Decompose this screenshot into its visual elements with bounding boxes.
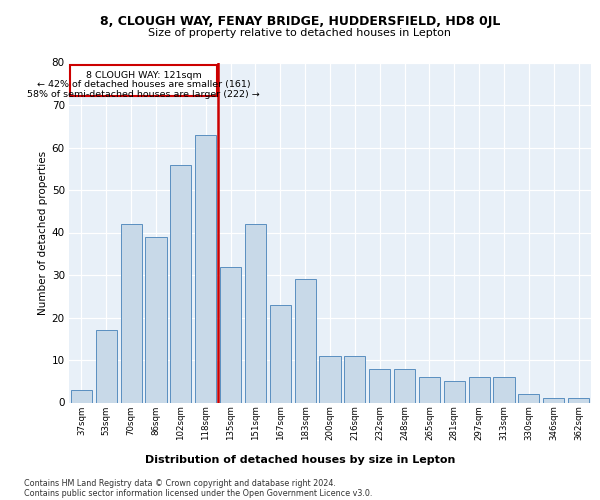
- Bar: [71, 390, 92, 402]
- Bar: [170, 164, 191, 402]
- Bar: [543, 398, 564, 402]
- Text: ← 42% of detached houses are smaller (161): ← 42% of detached houses are smaller (16…: [37, 80, 250, 90]
- Bar: [245, 224, 266, 402]
- Y-axis label: Number of detached properties: Number of detached properties: [38, 150, 47, 314]
- Text: Size of property relative to detached houses in Lepton: Size of property relative to detached ho…: [149, 28, 452, 38]
- Text: 58% of semi-detached houses are larger (222) →: 58% of semi-detached houses are larger (…: [27, 90, 260, 98]
- Bar: [493, 377, 515, 402]
- Bar: [220, 266, 241, 402]
- Bar: [419, 377, 440, 402]
- Bar: [145, 237, 167, 402]
- Bar: [369, 368, 390, 402]
- Bar: [270, 304, 291, 402]
- Text: 8, CLOUGH WAY, FENAY BRIDGE, HUDDERSFIELD, HD8 0JL: 8, CLOUGH WAY, FENAY BRIDGE, HUDDERSFIEL…: [100, 15, 500, 28]
- Bar: [469, 377, 490, 402]
- Bar: [295, 279, 316, 402]
- Bar: [121, 224, 142, 402]
- Bar: [518, 394, 539, 402]
- Bar: [344, 356, 365, 403]
- Text: 8 CLOUGH WAY: 121sqm: 8 CLOUGH WAY: 121sqm: [86, 71, 202, 80]
- Bar: [394, 368, 415, 402]
- Text: Distribution of detached houses by size in Lepton: Distribution of detached houses by size …: [145, 455, 455, 465]
- Bar: [70, 64, 217, 96]
- Bar: [444, 381, 465, 402]
- Bar: [96, 330, 117, 402]
- Text: Contains public sector information licensed under the Open Government Licence v3: Contains public sector information licen…: [24, 489, 373, 498]
- Text: Contains HM Land Registry data © Crown copyright and database right 2024.: Contains HM Land Registry data © Crown c…: [24, 479, 336, 488]
- Bar: [319, 356, 341, 403]
- Bar: [568, 398, 589, 402]
- Bar: [195, 134, 216, 402]
